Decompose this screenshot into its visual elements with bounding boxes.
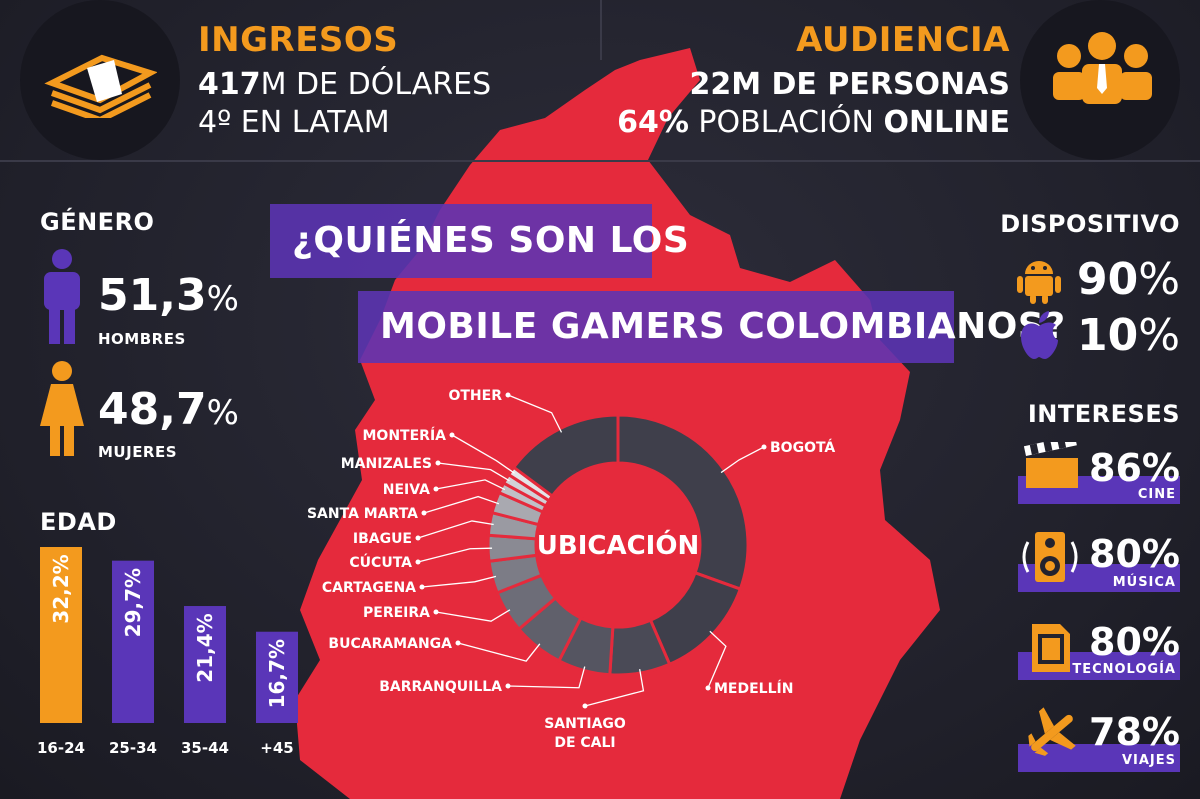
donut-slice-bogota [616, 413, 750, 591]
mujeres-value: 48,7% [98, 384, 239, 435]
donut-leader-cucuta [417, 547, 493, 563]
donut-leader-santiago-de-cali [584, 669, 645, 707]
clapperboard-icon [1024, 442, 1078, 488]
donut-leader-pereira [435, 609, 511, 622]
age-bar-45 [256, 631, 298, 723]
age-bar-25-34 [112, 560, 154, 723]
donut-leader-dot-bogota [761, 444, 767, 450]
donut-leader-dot-barranquilla [505, 683, 511, 689]
audiencia-online: 64% POBLACIÓN ONLINE [617, 105, 1010, 140]
donut-leader-dot-other [505, 392, 511, 398]
donut-leader-dot-pereira [433, 609, 439, 615]
donut-leader-cartagena [421, 575, 497, 588]
age-bar-16-24 [40, 547, 82, 723]
speaker-icon [1022, 532, 1078, 582]
donut-leader-bogota [720, 446, 765, 474]
age-category-label-16-24: 16-24 [37, 739, 85, 757]
donut-leader-barranquilla [507, 666, 586, 689]
donut-leader-dot-cucuta [415, 559, 421, 565]
donut-label-bogota: BOGOTÁ [770, 439, 835, 456]
donut-leader-santa-marta [423, 495, 500, 514]
donut-label-manizales: MANIZALES [341, 456, 432, 472]
donut-leader-dot-manizales [435, 460, 441, 466]
donut-center-title: UBICACIÓN [537, 529, 699, 561]
donut-leader-ibague [417, 520, 494, 539]
hombres-value: 51,3% [98, 270, 239, 321]
age-bar-chart: 32,2% 16-24 29,7% 25-34 21,4% 35-44 16,7% +45 [37, 547, 298, 757]
donut-leader-dot-medellin [705, 685, 711, 691]
mujeres-label: MUJERES [98, 443, 178, 461]
male-icon [44, 249, 80, 344]
airplane-icon [1028, 707, 1076, 756]
donut-leader-dot-santiago-de-cali [582, 703, 588, 709]
donut-leader-dot-bucaramanga [455, 640, 461, 646]
donut-leader-dot-ibague [415, 535, 421, 541]
header-divider [0, 160, 1200, 162]
tecnologia-value: 80% [1089, 620, 1180, 664]
donut-leader-dot-neiva [433, 486, 439, 492]
banner-line-2: MOBILE GAMERS COLOMBIANOS? [358, 291, 1065, 363]
cine-value: 86% [1089, 446, 1180, 490]
people-group-icon [1053, 32, 1152, 104]
female-icon [40, 361, 84, 456]
audiencia-title: AUDIENCIA [796, 20, 1010, 60]
donut-leader-other [507, 394, 563, 433]
viajes-label: VIAJES [1121, 753, 1176, 768]
donut-leader-dot-santa-marta [421, 510, 427, 516]
donut-leader-manizales [437, 462, 510, 482]
age-value-label-25-34: 29,7% [121, 568, 145, 637]
age-value-label-16-24: 32,2% [49, 554, 73, 623]
edad-title: EDAD [40, 508, 117, 536]
donut-leader-dot-monteria [449, 432, 455, 438]
donut-label-pereira: PEREIRA [363, 605, 430, 621]
donut-leader-dot-cartagena [419, 584, 425, 590]
cine-label: CINE [1137, 487, 1176, 502]
donut-label-cartagena: CARTAGENA [322, 580, 416, 596]
apple-value: 10% [1076, 310, 1180, 361]
donut-leader-medellin [707, 630, 727, 689]
donut-slice-other [511, 413, 620, 499]
age-bar-35-44 [184, 606, 226, 723]
viajes-bar [1018, 744, 1180, 772]
donut-label-other: OTHER [448, 388, 502, 404]
age-category-label-25-34: 25-34 [109, 739, 157, 757]
ingresos-title: INGRESOS [198, 20, 399, 60]
age-category-label-45: +45 [260, 739, 293, 757]
banner-line-1: ¿QUIÉNES SON LOS [270, 204, 689, 278]
donut-leader-monteria [451, 434, 515, 474]
dispositivo-title: DISPOSITIVO [1000, 210, 1180, 238]
money-stack-icon [44, 54, 157, 118]
donut-label-cucuta: CÚCUTA [349, 553, 412, 571]
donut-label-santa-marta: SANTA MARTA [307, 506, 418, 522]
header-center-divider [600, 0, 602, 60]
age-category-label-35-44: 35-44 [181, 739, 229, 757]
android-value: 90% [1076, 254, 1180, 305]
viajes-value: 78% [1089, 710, 1180, 754]
location-donut-chart: BOGOTÁ MEDELLÍN SANTIAGO DE CALI BARRANQUILL… [307, 388, 835, 751]
genero-title: GÉNERO [40, 208, 155, 236]
android-icon [1017, 261, 1061, 304]
ingresos-amount: 417M DE DÓLARES [198, 67, 492, 102]
donut-leader-bucaramanga [457, 642, 541, 662]
intereses-title: INTERESES [1027, 400, 1180, 428]
ingresos-rank: 4º EN LATAM [198, 105, 390, 140]
donut-label-santiago-de-cali: SANTIAGO DE CALI [544, 716, 626, 751]
memory-card-icon [1032, 624, 1070, 672]
donut-label-medellin: MEDELLÍN [714, 680, 793, 697]
donut-label-barranquilla: BARRANQUILLA [379, 679, 502, 695]
musica-label: MÚSICA [1112, 575, 1176, 590]
hombres-label: HOMBRES [98, 330, 186, 348]
tecnologia-label: TECNOLOGÍA [1072, 662, 1176, 677]
audiencia-people: 22M DE PERSONAS [689, 67, 1010, 102]
donut-label-monteria: MONTERÍA [363, 427, 447, 444]
donut-label-bucaramanga: BUCARAMANGA [328, 636, 452, 652]
donut-leader-neiva [435, 479, 506, 491]
musica-value: 80% [1089, 532, 1180, 576]
age-value-label-35-44: 21,4% [193, 613, 217, 682]
age-value-label-45: 16,7% [265, 639, 289, 708]
donut-label-ibague: IBAGUE [353, 531, 412, 547]
apple-icon [1021, 311, 1058, 359]
donut-label-neiva: NEIVA [383, 482, 430, 498]
